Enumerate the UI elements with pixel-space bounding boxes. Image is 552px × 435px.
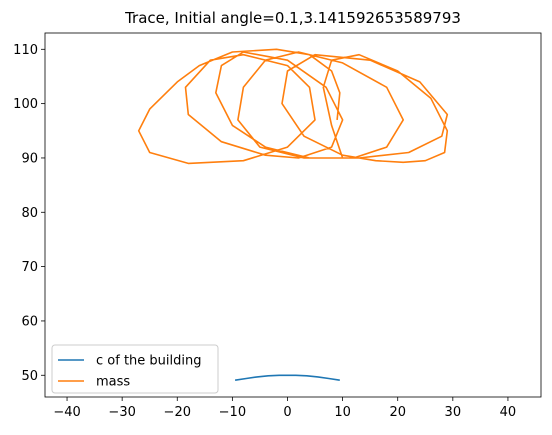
legend-label-0: c of the building <box>96 354 201 369</box>
series-line-0 <box>234 374 340 381</box>
y-tick-label: 60 <box>21 314 38 329</box>
legend-label-1: mass <box>96 375 130 390</box>
y-tick-label: 110 <box>13 43 38 58</box>
x-tick-label: 10 <box>334 405 351 420</box>
y-tick-label: 50 <box>21 369 38 384</box>
y-tick-label: 90 <box>21 151 38 166</box>
y-tick-label: 80 <box>21 206 38 221</box>
x-tick-label: 0 <box>283 405 291 420</box>
chart-title: Trace, Initial angle=0.1,3.1415926535897… <box>124 9 461 27</box>
y-tick-label: 70 <box>21 260 38 275</box>
x-tick-label: −30 <box>108 405 135 420</box>
legend-box <box>51 344 219 394</box>
y-tick-label: 100 <box>13 97 38 112</box>
series-line-1 <box>137 48 449 165</box>
plot-area <box>137 48 449 381</box>
axes-frame <box>44 32 542 398</box>
x-tick-label: −10 <box>219 405 246 420</box>
x-tick-label: −40 <box>53 405 80 420</box>
x-tick-label: −20 <box>164 405 191 420</box>
legend: c of the building mass <box>51 344 219 394</box>
x-tick-label: 20 <box>389 405 406 420</box>
x-tick-label: 40 <box>500 405 517 420</box>
x-tick-label: 30 <box>445 405 462 420</box>
axes: −40 −30 −20 −10 0 10 20 30 40 50 60 70 80 90 100 110 <box>13 32 542 420</box>
